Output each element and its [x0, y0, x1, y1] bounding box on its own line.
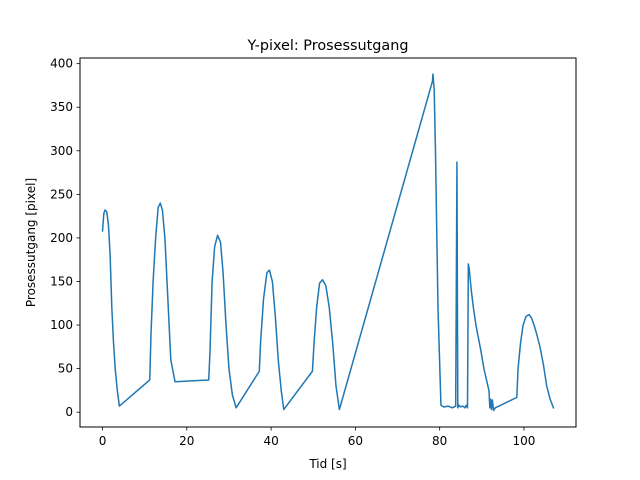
- y-tick-label: 200: [50, 231, 73, 245]
- y-axis: 0 50 100 150 200 250 300 350 400: [50, 57, 80, 419]
- x-axis-label: Tid [s]: [308, 457, 346, 471]
- y-tick-label: 50: [58, 362, 73, 376]
- y-tick-label: 100: [50, 318, 73, 332]
- chart-title: Y-pixel: Prosessutgang: [247, 38, 409, 54]
- plot-area: [101, 73, 555, 412]
- y-tick-label: 250: [50, 187, 73, 201]
- axes-frame: [79, 57, 577, 428]
- x-tick-label: 80: [432, 434, 447, 448]
- y-tick-label: 350: [50, 100, 73, 114]
- y-axis-label: Prosessutgang [pixel]: [24, 178, 38, 307]
- y-tick-label: 150: [50, 274, 73, 288]
- x-axis: 0 20 40 60 80 100: [99, 427, 536, 448]
- y-tick-label: 400: [50, 57, 73, 71]
- x-tick-label: 20: [179, 434, 194, 448]
- series-line: [101, 73, 555, 412]
- x-tick-label: 40: [263, 434, 278, 448]
- y-tick-label: 300: [50, 144, 73, 158]
- x-tick-label: 100: [513, 434, 536, 448]
- y-tick-label: 0: [65, 405, 73, 419]
- x-tick-label: 0: [99, 434, 107, 448]
- x-tick-label: 60: [348, 434, 363, 448]
